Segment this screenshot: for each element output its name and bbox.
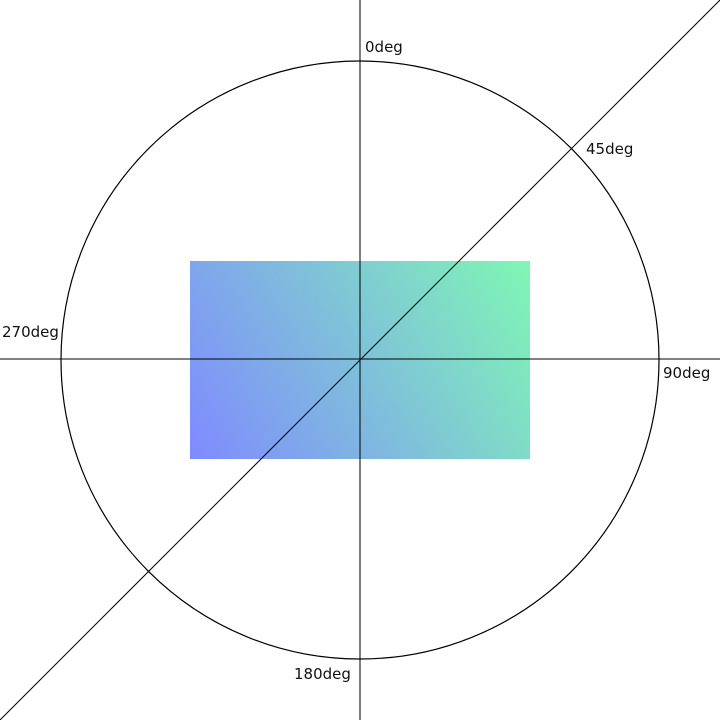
label-0deg: 0deg	[365, 38, 403, 56]
label-270deg: 270deg	[2, 323, 59, 341]
label-90deg: 90deg	[663, 364, 710, 382]
label-45deg: 45deg	[586, 140, 633, 158]
label-180deg: 180deg	[294, 665, 351, 683]
